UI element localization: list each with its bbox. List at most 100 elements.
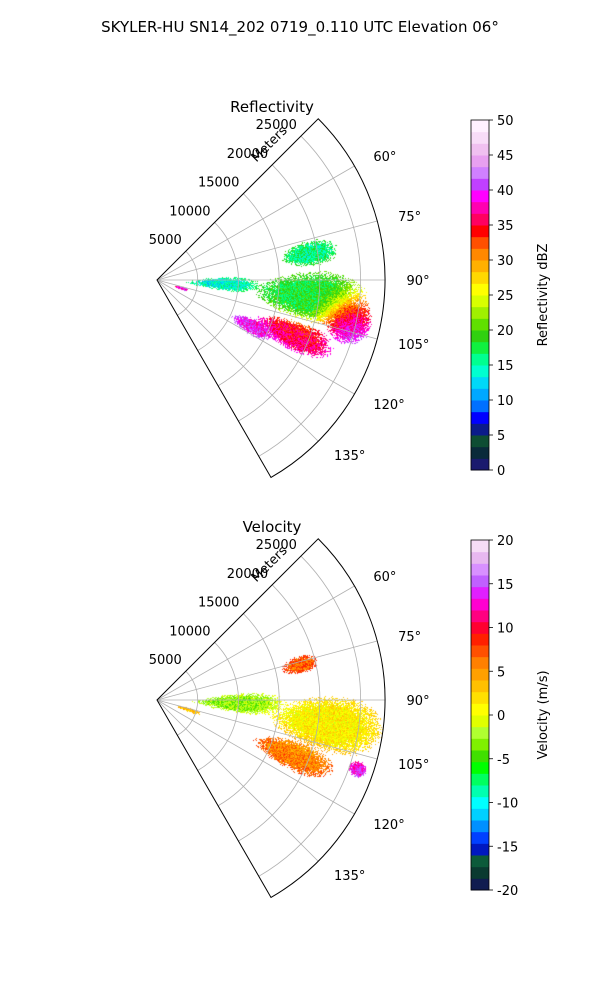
colorbar-swatch — [471, 645, 489, 658]
colorbar-tick-label: 45 — [497, 149, 514, 164]
range-ring — [197, 222, 239, 351]
range-ring — [197, 642, 239, 771]
colorbar-swatch — [471, 236, 489, 249]
azimuth-tick-label: 75° — [398, 210, 421, 225]
sector-outline — [156, 118, 386, 479]
colorbar-swatch — [471, 213, 489, 226]
colorbar-swatch — [471, 668, 489, 681]
colorbar-tick-label: 20 — [497, 534, 514, 549]
range-tick-label: 10000 — [169, 624, 210, 639]
range-tick-label: 5000 — [149, 653, 182, 668]
colorbar-swatch — [471, 295, 489, 308]
colorbar-swatch — [471, 120, 489, 133]
azimuth-tick-label: 90° — [407, 694, 430, 709]
azimuth-spoke — [156, 585, 355, 701]
colorbar-swatch — [471, 750, 489, 763]
azimuth-spoke — [156, 279, 319, 442]
colorbar-swatch — [471, 423, 489, 436]
colorbar-swatch — [471, 855, 489, 868]
sector-outline — [156, 538, 386, 899]
colorbar-swatch — [471, 680, 489, 693]
reflectivity-title: Reflectivity — [230, 98, 314, 116]
colorbar-swatch — [471, 330, 489, 343]
reflectivity-panel: Reflectivity 5000 10000 15000 20000 25000 60°… — [149, 98, 551, 479]
colorbar-tick-label: -20 — [497, 884, 518, 899]
colorbar-swatch — [471, 610, 489, 623]
colorbar-tick-label: 10 — [497, 394, 514, 409]
colorbar-tick-label: -5 — [497, 753, 510, 768]
range-tick-label: 15000 — [198, 596, 239, 611]
colorbar-swatch — [471, 726, 489, 739]
colorbar-swatch — [471, 143, 489, 156]
colorbar-swatch — [471, 131, 489, 144]
range-tick-label: 25000 — [256, 538, 297, 553]
colorbar-tick-label: -10 — [497, 797, 518, 812]
range-ring — [177, 670, 199, 736]
velocity-sector-plot: 5000 10000 15000 20000 25000 60° 75° 90° 105° 120… — [149, 538, 430, 899]
colorbar-swatch — [471, 551, 489, 564]
range-tick-label: 20000 — [227, 147, 268, 162]
colorbar-swatch — [471, 248, 489, 261]
range-ring — [258, 135, 361, 457]
azimuth-tick-label: 120° — [373, 818, 404, 833]
colorbar-tick-label: 15 — [497, 578, 514, 593]
colorbar-swatch — [471, 166, 489, 179]
colorbar-swatch — [471, 773, 489, 786]
colorbar-swatch — [471, 178, 489, 191]
colorbar-tick-label: 10 — [497, 622, 514, 637]
reflectivity-colorbar: 0 5 10 15 20 25 30 35 40 45 50 Reflectivity dBZ — [470, 114, 551, 479]
colorbar-swatch — [471, 458, 489, 471]
colorbar-swatch — [471, 761, 489, 774]
colorbar-swatch — [471, 831, 489, 844]
colorbar-tick-label: 5 — [497, 665, 505, 680]
colorbar-swatch — [471, 341, 489, 354]
colorbar-tick-label: 40 — [497, 184, 514, 199]
azimuth-tick-label: 120° — [373, 398, 404, 413]
colorbar-swatch — [471, 715, 489, 728]
azimuth-spoke — [156, 699, 319, 862]
azimuth-tick-label: 60° — [373, 570, 396, 585]
azimuth-tick-label: 60° — [373, 150, 396, 165]
colorbar-tick-label: 20 — [497, 324, 514, 339]
colorbar-swatch — [471, 271, 489, 284]
colorbar-swatch — [471, 820, 489, 833]
colorbar-tick-label: 50 — [497, 114, 514, 129]
azimuth-spoke — [156, 699, 378, 760]
colorbar-tick-label: 35 — [497, 219, 514, 234]
colorbar-label: Reflectivity dBZ — [536, 244, 551, 347]
colorbar-swatch — [471, 843, 489, 856]
colorbar-swatch — [471, 376, 489, 389]
azimuth-tick-label: 105° — [398, 758, 429, 773]
colorbar-swatch — [471, 190, 489, 203]
velocity-panel: Velocity 5000 10000 15000 20000 25000 60° 75° 9… — [149, 518, 551, 899]
azimuth-spoke — [156, 220, 378, 281]
range-tick-label: 25000 — [256, 118, 297, 133]
colorbar-swatch — [471, 575, 489, 588]
velocity-colorbar: -20 -15 -10 -5 0 5 10 15 20 Velocity (m/s) — [470, 534, 551, 899]
colorbar-swatch — [471, 260, 489, 273]
colorbar-tick-label: 5 — [497, 429, 505, 444]
colorbar-swatch — [471, 621, 489, 634]
azimuth-tick-label: 90° — [407, 274, 430, 289]
figure-title: SKYLER-HU SN14_202 0719_0.110 UTC Elevat… — [101, 18, 499, 37]
colorbar-tick-label: 0 — [497, 709, 505, 724]
azimuth-spoke — [156, 279, 378, 340]
azimuth-tick-label: 135° — [334, 449, 365, 464]
colorbar-tick-label: 0 — [497, 464, 505, 479]
colorbar-swatch — [471, 878, 489, 891]
colorbar-swatch — [471, 400, 489, 413]
colorbar-tick-label: 25 — [497, 289, 514, 304]
azimuth-spoke — [156, 699, 355, 815]
azimuth-spoke — [156, 640, 378, 701]
colorbar-swatch — [471, 435, 489, 448]
range-tick-label: 20000 — [227, 567, 268, 582]
colorbar-swatch — [471, 785, 489, 798]
range-ring — [217, 193, 280, 387]
colorbar-swatch — [471, 586, 489, 599]
colorbar-swatch — [471, 365, 489, 378]
colorbar-swatch — [471, 446, 489, 459]
colorbar-swatch — [471, 691, 489, 704]
range-tick-label: 5000 — [149, 233, 182, 248]
azimuth-spoke — [156, 165, 355, 281]
